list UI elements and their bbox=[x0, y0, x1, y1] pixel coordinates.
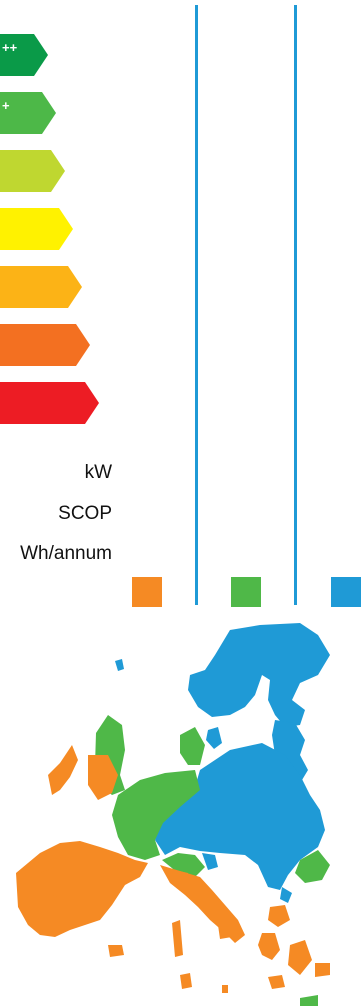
climate-swatch-warmer bbox=[132, 577, 162, 607]
energy-class-arrow-6 bbox=[0, 324, 90, 366]
climate-swatch-average bbox=[231, 577, 261, 607]
europe-climate-map bbox=[16, 623, 330, 1006]
energy-class-label-2: + bbox=[2, 98, 10, 113]
unit-label-kw: kW bbox=[84, 462, 112, 483]
unit-label-energy: Wh/annum bbox=[20, 543, 112, 564]
energy-class-arrow-2 bbox=[0, 92, 56, 134]
energy-class-arrow-5 bbox=[0, 266, 82, 308]
column-divider-2 bbox=[294, 5, 297, 605]
energy-class-arrow-1 bbox=[0, 34, 48, 76]
warmer-zone bbox=[16, 745, 330, 993]
column-divider-1 bbox=[195, 5, 198, 605]
colder-zone bbox=[115, 623, 330, 903]
unit-label-scop: SCOP bbox=[58, 503, 112, 524]
climate-swatch-colder bbox=[331, 577, 361, 607]
energy-class-arrow-7 bbox=[0, 382, 99, 424]
energy-class-arrow-3 bbox=[0, 150, 65, 192]
energy-class-arrow-4 bbox=[0, 208, 73, 250]
energy-class-label-1: ++ bbox=[2, 40, 18, 55]
